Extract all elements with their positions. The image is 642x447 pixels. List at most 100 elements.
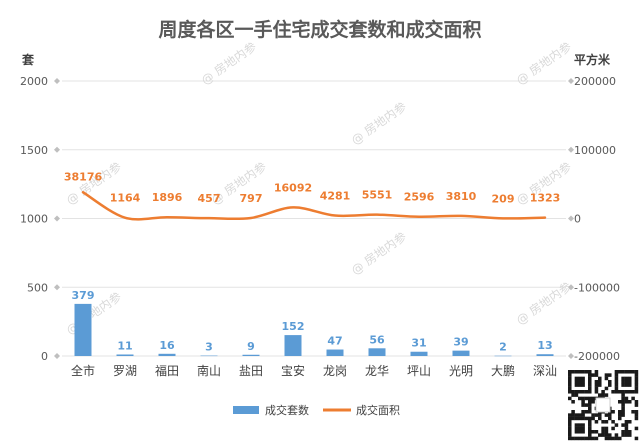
qr-cell: [628, 383, 632, 387]
qr-cell: [608, 383, 612, 387]
legend-label-line: 成交面积: [356, 403, 400, 417]
category-label: 全市: [71, 363, 95, 378]
qr-cell: [601, 426, 605, 431]
qr-cell: [614, 380, 619, 384]
qr-cell: [624, 380, 629, 384]
qr-cell: [588, 426, 592, 431]
qr-cell: [598, 376, 602, 381]
bar: [242, 354, 260, 356]
category-label: 盐田: [239, 364, 263, 378]
bar: [494, 355, 512, 357]
qr-cell: [614, 376, 619, 381]
qr-cell: [581, 383, 585, 387]
right-tick-marker: [568, 215, 574, 222]
qr-cell: [568, 430, 572, 434]
qr-cell: [598, 416, 602, 421]
qr-cell: [631, 410, 635, 414]
legend-swatch-bar: [233, 406, 259, 414]
line-value-label: 1323: [530, 192, 561, 205]
right-tick-label: -100000: [574, 281, 620, 294]
right-tick-marker: [568, 353, 574, 359]
qr-cell: [634, 410, 639, 414]
qr-cell: [578, 390, 582, 394]
bar: [410, 351, 428, 356]
qr-cell: [594, 430, 599, 434]
qr-cell: [634, 383, 639, 387]
qr-cell: [578, 370, 582, 374]
line-value-label: 1896: [152, 191, 183, 204]
qr-cell: [588, 436, 592, 441]
qr-cell: [624, 400, 629, 404]
qr-cell: [608, 373, 612, 377]
right-tick-marker: [568, 146, 574, 153]
qr-cell: [604, 436, 609, 441]
qr-cell: [598, 413, 602, 417]
qr-cell: [611, 436, 615, 441]
right-tick-label: 200000: [574, 75, 616, 88]
qr-cell: [614, 390, 619, 394]
qr-cell: [588, 403, 592, 407]
right-axis-unit: 平方米: [574, 52, 611, 67]
watermark-layer: @ 房地内参 @ 房地内参@ 房地内参@ 房地内参 @ 房地内参 @ 房地内参@ 房地…: [63, 39, 574, 338]
qr-cell: [591, 430, 595, 434]
qr-cell: [594, 383, 599, 387]
qr-cell: [568, 383, 572, 387]
left-tick-label: 1000: [20, 213, 48, 226]
qr-cell: [621, 430, 625, 434]
qr-center-logo: [595, 397, 611, 413]
qr-cell: [588, 406, 592, 411]
qr-cell: [584, 403, 589, 407]
left-axis: 0 500 1000 1500 2000: [20, 75, 60, 363]
qr-cell: [574, 376, 579, 381]
qr-cell: [568, 386, 572, 391]
qr-cell: [581, 380, 585, 384]
bar: [368, 348, 386, 356]
line-value-label: 3810: [446, 190, 477, 203]
qr-cell: [574, 423, 579, 427]
qr-cell: [568, 436, 572, 441]
qr-cell: [601, 430, 605, 434]
qr-cell: [634, 370, 639, 374]
line-value-label: 209: [492, 192, 515, 205]
qr-cell: [628, 420, 632, 424]
qr-cell: [581, 403, 585, 407]
category-label: 深汕: [533, 364, 557, 378]
chart-title: 周度各区一手住宅成交套数和成交面积: [158, 18, 481, 41]
qr-cell: [631, 390, 635, 394]
qr-cell: [581, 400, 585, 404]
bar-value-label: 379: [72, 289, 95, 302]
left-tick-label: 500: [27, 281, 48, 294]
qr-cell: [631, 370, 635, 374]
legend-label-bar: 成交套数: [265, 403, 309, 417]
qr-cell: [621, 390, 625, 394]
qr-cell: [581, 416, 585, 421]
qr-cell: [568, 380, 572, 384]
qr-cell: [611, 420, 615, 424]
watermark-text: @ 房地内参: [348, 229, 409, 278]
qr-cell: [591, 436, 595, 441]
qr-cell: [584, 396, 589, 401]
qr-cell: [634, 426, 639, 431]
category-label: 光明: [449, 364, 473, 378]
qr-cell: [568, 376, 572, 381]
qr-cell: [568, 373, 572, 377]
qr-cell: [588, 423, 592, 427]
qr-cell: [634, 416, 639, 421]
qr-cell: [624, 376, 629, 381]
qr-cell: [628, 380, 632, 384]
qr-cell: [621, 423, 625, 427]
qr-cell: [594, 373, 599, 377]
qr-cell: [621, 393, 625, 397]
qr-cell: [578, 383, 582, 387]
qr-cell: [604, 426, 609, 431]
qr-cell: [634, 373, 639, 377]
category-label: 南山: [197, 363, 221, 378]
line-path: [81, 191, 547, 221]
qr-cell: [571, 370, 575, 374]
legend: 成交套数 成交面积: [233, 403, 400, 417]
qr-cell: [594, 386, 599, 391]
left-tick-label: 2000: [20, 75, 48, 88]
left-tick-marker: [54, 353, 60, 359]
qr-cell: [588, 433, 592, 437]
qr-cell: [618, 416, 622, 421]
